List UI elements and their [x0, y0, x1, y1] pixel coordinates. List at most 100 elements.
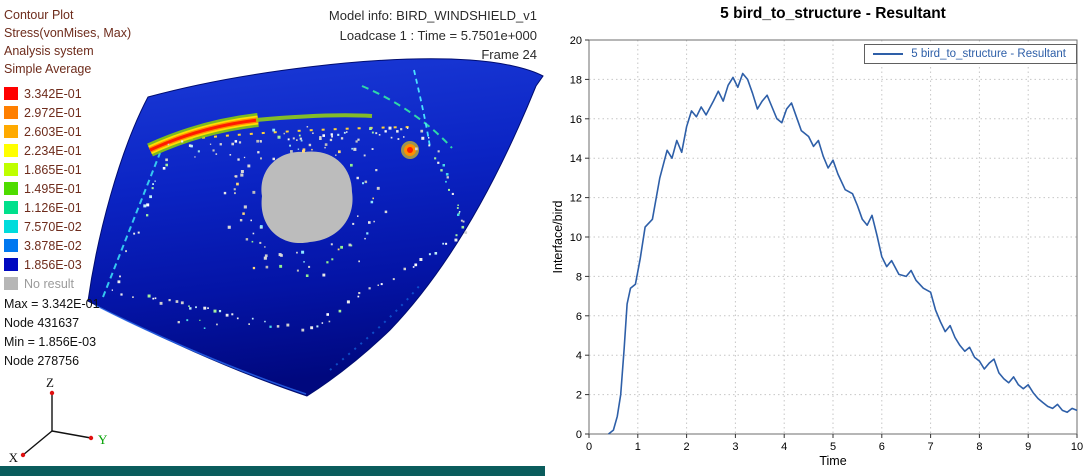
contour-speckle [231, 313, 234, 316]
contour-speckle [458, 212, 460, 215]
chart-area[interactable]: 5 bird_to_structure - Resultant Interfac… [545, 0, 1088, 476]
contour-speckle [264, 320, 266, 323]
contour-speckle [225, 313, 229, 317]
model-info-frame: Frame 24 [481, 47, 537, 62]
contour-speckle [233, 188, 236, 191]
contour-speckle [420, 129, 424, 133]
contour-speckle [346, 300, 350, 304]
contour-speckle [458, 211, 461, 213]
x-axis-label: Time [819, 454, 847, 468]
contour-speckle [414, 263, 418, 267]
contour-speckle [461, 225, 465, 229]
contour-speckle [460, 219, 463, 222]
contour-speckle [390, 136, 393, 139]
chart-legend-line [873, 53, 904, 55]
contour-speckle [388, 126, 392, 130]
contour-speckle [377, 284, 379, 286]
contour-speckle [151, 187, 154, 190]
contour-speckle [346, 131, 348, 133]
model-viewport[interactable]: Z Y X Contour Plot Stress(vonMises, Max)… [0, 0, 545, 476]
model-info-name: Model info: BIRD_WINDSHIELD_v1 [328, 8, 537, 23]
contour-speckle [239, 219, 243, 222]
windshield-model: Z Y X [9, 58, 544, 465]
contour-speckle [358, 292, 361, 295]
contour-speckle [197, 150, 200, 153]
contour-speckle [397, 138, 400, 140]
contour-speckle [371, 148, 374, 150]
contour-speckle [368, 287, 371, 290]
contour-speckle [125, 250, 127, 253]
contour-speckle [311, 148, 313, 151]
contour-streak-left [102, 152, 161, 298]
contour-speckle [406, 127, 409, 129]
contour-speckle [194, 156, 196, 158]
x-tick-label: 1 [635, 441, 641, 453]
contour-speckle [289, 144, 291, 147]
contour-speckle [310, 326, 314, 330]
contour-speckle [212, 149, 215, 152]
contour-speckle [111, 289, 113, 291]
contour-speckle [117, 280, 121, 284]
contour-speckle [287, 138, 290, 141]
contour-streak-topright [361, 85, 453, 149]
contour-speckle [437, 161, 440, 164]
contour-speckle [257, 151, 260, 154]
contour-speckle [243, 156, 246, 159]
contour-speckle [308, 143, 312, 147]
contour-speckle [195, 306, 197, 309]
contour-speckle [362, 182, 364, 185]
contour-speckle [146, 214, 149, 217]
contour-speckle [279, 264, 283, 268]
contour-speckle [415, 147, 418, 151]
contour-speckle [238, 141, 242, 144]
contour-speckle [324, 143, 328, 146]
x-tick-label: 9 [1025, 441, 1031, 453]
contour-speckle [146, 203, 150, 207]
contour-speckle [364, 180, 368, 184]
contour-speckle [165, 163, 168, 167]
contour-speckle [248, 323, 250, 325]
contour-speckle [384, 130, 387, 133]
animation-bar[interactable] [0, 466, 545, 476]
y-tick-label: 6 [576, 311, 582, 323]
contour-speckle [162, 167, 166, 170]
contour-speckle [375, 169, 378, 172]
contour-speckle [358, 260, 360, 263]
contour-speckle [331, 135, 333, 138]
contour-speckle [216, 323, 218, 326]
contour-speckle [168, 299, 171, 302]
contour-speckle [419, 258, 423, 261]
contour-speckle [353, 147, 357, 151]
contour-speckle [330, 133, 333, 136]
contour-speckle [442, 242, 445, 245]
contour-speckle [316, 325, 319, 328]
y-tick-label: 8 [576, 271, 582, 283]
contour-speckle [203, 306, 207, 310]
contour-speckle [364, 237, 366, 240]
contour-speckle [207, 307, 209, 309]
x-tick-label: 10 [1071, 441, 1083, 453]
contour-speckle [264, 246, 266, 248]
contour-speckle [326, 313, 329, 316]
contour-speckle [247, 164, 251, 168]
contour-speckle [363, 154, 366, 157]
contour-speckle [143, 204, 147, 208]
contour-speckle [305, 274, 309, 277]
contour-speckle [434, 157, 437, 160]
contour-speckle [292, 137, 295, 140]
contour-speckle [442, 164, 445, 167]
contour-speckle [337, 248, 340, 251]
x-tick-label: 4 [781, 441, 787, 453]
y-tick-label: 16 [570, 114, 582, 126]
contour-speckle [369, 127, 372, 130]
contour-speckle [154, 180, 156, 182]
contour-speckle [350, 163, 353, 167]
chart-legend-label: 5 bird_to_structure - Resultant [911, 48, 1066, 60]
contour-speckle [428, 253, 431, 256]
contour-speckle [376, 186, 380, 190]
contour-speckle [448, 188, 450, 191]
contour-speckle [446, 176, 449, 179]
contour-speckle [218, 310, 222, 313]
contour-speckle [329, 138, 333, 142]
